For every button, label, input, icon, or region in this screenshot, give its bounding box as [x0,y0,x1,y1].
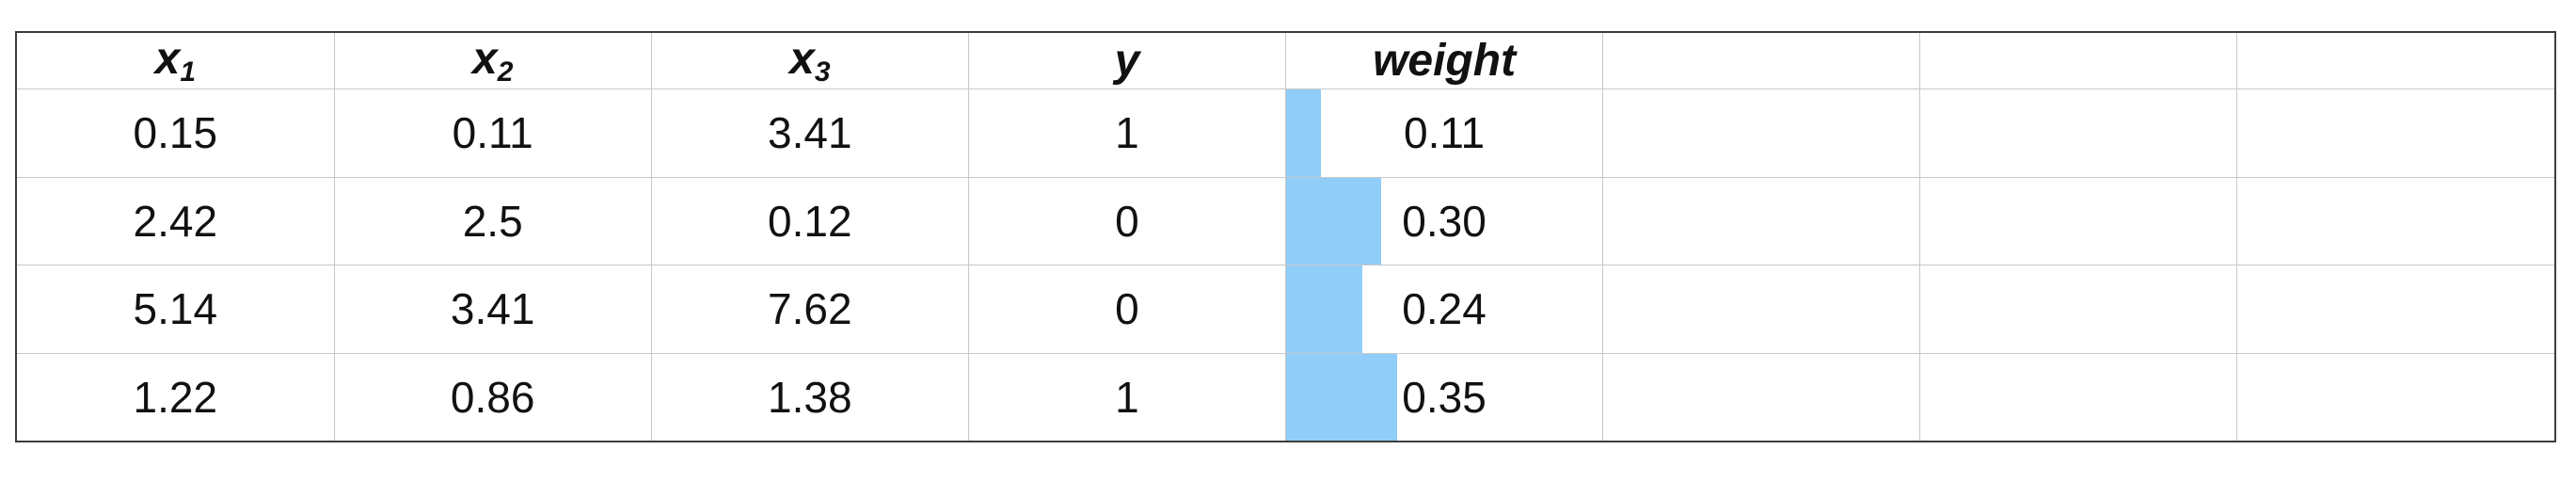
table-row: 0.15 0.11 3.41 1 0.11 [17,88,2554,178]
table-row: 2.42 2.5 0.12 0 0.30 [17,177,2554,266]
cell-x3: 3.41 [651,88,969,178]
header-row: x1 x2 x3 y weight [17,33,2554,89]
header-empty-1 [1602,33,1921,89]
weight-value: 0.11 [1404,108,1486,158]
cell-y: 0 [968,177,1287,266]
cell-empty [2236,265,2554,354]
weight-bar [1286,89,1321,177]
cell-empty [1602,265,1921,354]
weight-bar [1286,265,1362,353]
cell-empty [1919,177,2238,266]
cell-x2: 2.5 [334,177,652,266]
cell-x1: 1.22 [17,353,335,441]
cell-x2: 3.41 [334,265,652,354]
header-x2: x2 [334,33,652,89]
header-empty-3 [2236,33,2554,89]
cell-x3: 0.12 [651,177,969,266]
weight-value: 0.30 [1402,196,1487,246]
cell-y: 0 [968,265,1287,354]
table-row: 5.14 3.41 7.62 0 0.24 [17,265,2554,354]
header-y: y [968,33,1287,89]
cell-empty [2237,353,2554,441]
cell-empty [2236,177,2554,266]
header-weight: weight [1285,33,1604,89]
cell-x2: 0.86 [334,353,652,441]
weight-value: 0.24 [1402,284,1487,334]
cell-weight: 0.24 [1285,265,1604,354]
cell-y: 1 [968,88,1287,178]
cell-empty [1919,265,2238,354]
table-row: 1.22 0.86 1.38 1 0.35 [17,353,2554,441]
cell-empty [1602,88,1921,178]
cell-y: 1 [968,353,1287,441]
cell-empty [1602,177,1921,266]
weight-bar [1286,177,1381,265]
cell-x1: 2.42 [17,177,335,266]
weights-table: x1 x2 x3 y weight 0.15 0.11 3.41 1 0.11 [17,33,2554,441]
cell-weight: 0.11 [1285,88,1604,178]
cell-x1: 5.14 [17,265,335,354]
cell-empty [1602,353,1921,441]
header-x3: x3 [651,33,969,89]
cell-weight: 0.30 [1285,177,1604,266]
data-table: x1 x2 x3 y weight 0.15 0.11 3.41 1 0.11 [15,31,2556,442]
cell-x3: 7.62 [651,265,969,354]
weight-value: 0.35 [1402,372,1487,422]
cell-x1: 0.15 [17,88,335,178]
cell-x3: 1.38 [651,353,969,441]
weight-bar [1286,353,1397,441]
cell-x2: 0.11 [334,88,652,178]
header-empty-2 [1919,33,2238,89]
cell-empty [2236,88,2554,178]
cell-empty [1919,353,2238,441]
cell-weight: 0.35 [1285,353,1604,441]
header-x1: x1 [17,33,335,89]
cell-empty [1919,88,2238,178]
